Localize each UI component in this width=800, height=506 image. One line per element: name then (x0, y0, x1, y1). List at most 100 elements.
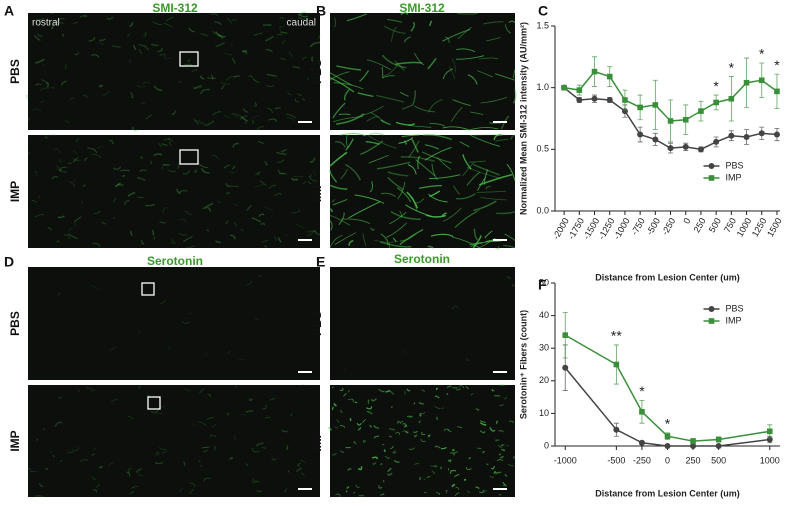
fiber (428, 20, 433, 27)
panel-title: SMI-312 (152, 1, 198, 15)
fiber (512, 88, 517, 104)
fiber (184, 63, 193, 66)
fiber (234, 384, 238, 389)
fiber (179, 189, 188, 193)
fiber (29, 470, 37, 473)
fiber (486, 37, 501, 42)
fiber (198, 460, 201, 463)
fiber (230, 43, 234, 47)
fiber (497, 445, 503, 448)
point (613, 426, 620, 433)
fiber (179, 487, 183, 493)
fiber (283, 488, 288, 493)
fiber (462, 154, 472, 170)
fiber (384, 25, 406, 34)
fiber (311, 56, 314, 62)
panel-letter: F (538, 277, 547, 293)
fiber (451, 305, 459, 310)
point (715, 436, 722, 443)
fiber (421, 151, 452, 164)
fiber (380, 233, 389, 246)
fiber (478, 173, 513, 186)
x-tick-label: 1000 (735, 216, 754, 238)
x-tick-label: -500 (644, 216, 662, 237)
fiber (500, 448, 506, 452)
fiber (329, 71, 350, 81)
fiber (264, 416, 271, 419)
fiber (136, 471, 144, 477)
fiber (479, 430, 486, 434)
point (698, 108, 704, 114)
fiber (161, 166, 164, 170)
x-tick-label: -750 (629, 216, 647, 237)
fiber (92, 489, 98, 493)
fiber (317, 62, 321, 66)
fiber (182, 169, 191, 175)
fiber (151, 229, 155, 236)
fiber (424, 146, 452, 161)
point (690, 438, 696, 444)
fiber (287, 91, 292, 96)
fiber (354, 401, 358, 404)
fiber (282, 311, 285, 314)
fiber (146, 394, 151, 397)
fiber (329, 170, 338, 183)
fiber (436, 416, 439, 421)
fiber (132, 44, 137, 51)
fiber (243, 108, 249, 114)
fiber (192, 85, 203, 89)
fiber (425, 214, 447, 218)
fiber (39, 87, 50, 92)
fiber (329, 220, 333, 231)
fiber (457, 26, 472, 40)
fiber (455, 387, 461, 391)
fiber (68, 237, 71, 239)
fiber (501, 444, 505, 447)
fiber (187, 311, 194, 315)
fiber (334, 426, 339, 429)
fiber (131, 485, 139, 489)
fiber (395, 61, 423, 65)
fiber (472, 235, 482, 249)
fiber (345, 138, 354, 151)
point (562, 332, 569, 338)
y-tick-label: 30 (539, 343, 549, 353)
fiber (463, 478, 467, 482)
fiber (308, 175, 318, 182)
fiber (384, 455, 390, 459)
fiber (127, 191, 136, 197)
fiber (91, 53, 100, 58)
fiber (475, 407, 480, 411)
point (664, 433, 671, 440)
point (715, 443, 722, 449)
fiber (399, 420, 404, 424)
fiber (140, 240, 145, 245)
fiber (415, 198, 425, 204)
point (637, 131, 644, 138)
fiber (309, 157, 316, 163)
fiber (392, 237, 397, 243)
fiber (54, 18, 65, 23)
micrographs (25, 11, 517, 498)
y-tick-label: 1.5 (536, 20, 549, 30)
fiber (347, 468, 352, 471)
panel-title: Serotonin (147, 254, 203, 268)
fiber (512, 69, 516, 79)
fiber (475, 486, 480, 490)
fiber (408, 140, 420, 158)
fiber (447, 429, 452, 432)
fiber (394, 60, 405, 71)
fiber (74, 52, 80, 56)
fiber (400, 11, 409, 16)
fiber (403, 424, 407, 428)
fiber (139, 169, 147, 173)
fiber (407, 164, 417, 175)
fiber (27, 468, 32, 471)
row-label: PBS (8, 311, 22, 336)
fiber (348, 239, 354, 247)
fiber (93, 210, 101, 214)
fiber (499, 455, 504, 459)
fiber (391, 26, 397, 42)
fiber (253, 102, 257, 107)
fiber (226, 412, 231, 416)
